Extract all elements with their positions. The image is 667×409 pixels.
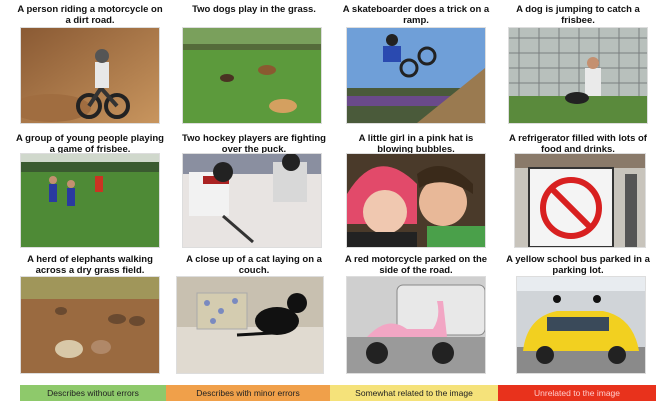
legend-label: Describes without errors: [47, 388, 139, 398]
photo-no-sign: [514, 153, 646, 248]
caption: Two hockey players are fighting over the…: [182, 133, 326, 155]
caption: A dog is jumping to catch a frisbee.: [516, 4, 640, 26]
photo-yellow-car: [516, 276, 646, 374]
photo-hockey-players: [182, 153, 322, 248]
photo-soccer-players: [20, 153, 160, 248]
caption: A little girl in a pink hat is blowing b…: [358, 133, 474, 155]
legend-label: Unrelated to the image: [534, 388, 620, 398]
legend-unrelated: Unrelated to the image: [498, 385, 656, 401]
photo-pink-scooter: [346, 276, 486, 374]
photo-dog-and-man: [508, 27, 648, 124]
legend-label: Describes with minor errors: [196, 388, 300, 398]
caption: A person riding a motorcycle on a dirt r…: [17, 4, 163, 26]
legend-somewhat-related: Somewhat related to the image: [330, 385, 498, 401]
photo-bmx-rider: [346, 27, 486, 124]
caption: Two dogs play in the grass.: [192, 4, 316, 15]
caption: A close up of a cat laying on a couch.: [186, 254, 322, 276]
caption: A skateboarder does a trick on a ramp.: [342, 4, 490, 26]
legend-describes-with-minor-errors: Describes with minor errors: [166, 385, 330, 401]
caption: A red motorcycle parked on the side of t…: [344, 254, 488, 276]
photo-elephants: [20, 276, 160, 374]
photo-motocross-rider: [20, 27, 160, 124]
legend-describes-without-errors: Describes without errors: [20, 385, 166, 401]
photo-cat-on-couch: [176, 276, 324, 374]
legend-label: Somewhat related to the image: [355, 388, 473, 398]
photo-dogs-on-grass: [182, 27, 322, 124]
caption: A yellow school bus parked in a parking …: [506, 254, 650, 276]
caption: A refrigerator filled with lots of food …: [509, 133, 647, 155]
photo-two-children: [346, 153, 486, 248]
caption: A herd of elephants walking across a dry…: [27, 254, 153, 276]
caption: A group of young people playing a game o…: [16, 133, 164, 155]
